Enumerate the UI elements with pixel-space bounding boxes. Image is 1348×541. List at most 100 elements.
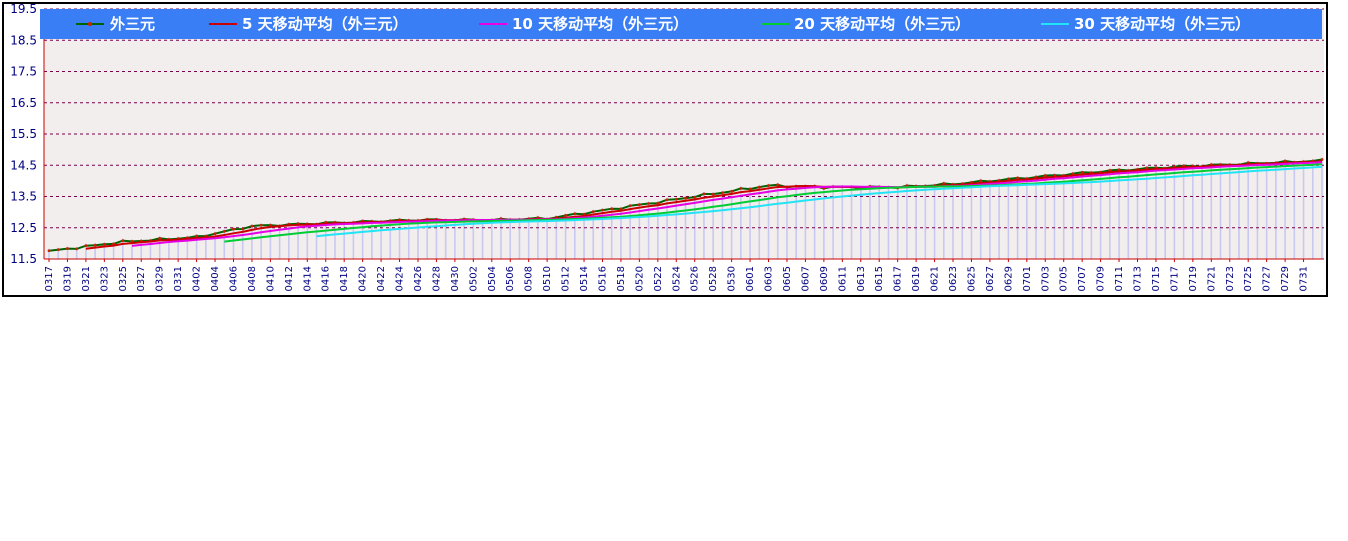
x-tick-label: 0709 [1096,266,1107,291]
legend-item-5: 30 天移动平均（外三元） [1041,15,1250,33]
x-tick-label: 0629 [1003,266,1014,291]
series-point [66,247,69,250]
series-point [767,184,770,187]
x-tick-label: 0603 [764,266,775,291]
x-tick-label: 0625 [966,266,977,291]
x-tick-label: 0703 [1040,266,1051,291]
x-tick-label: 0623 [948,266,959,291]
x-tick-label: 0615 [874,266,885,291]
series-point [47,249,51,253]
x-tick-label: 0404 [210,266,221,291]
x-tick-label: 0528 [708,266,719,291]
x-tick-label: 0627 [985,266,996,291]
series-point [158,236,162,240]
legend-label: 30 天移动平均（外三元） [1074,15,1250,33]
series-point [730,189,734,193]
series-point [720,191,724,195]
x-tick-label: 0416 [321,266,332,291]
series-point [619,207,623,211]
chart-frame: 11.5 12.5 13.5 14.5 15.5 16.5 17.5 18.5 19.5 031… [2,2,1328,297]
x-tick-label: 0426 [413,266,424,291]
x-tick-label: 0319 [62,266,73,291]
series-point [250,224,254,228]
series-point [1117,168,1121,172]
series-point [739,187,743,190]
legend-label: 20 天移动平均（外三元） [794,15,970,33]
x-tick-label: 0406 [228,266,239,291]
series-point [942,182,946,185]
legend-marker [88,22,92,26]
x-tick-label: 0601 [745,266,756,291]
series-point [213,232,217,236]
x-tick-label: 0327 [136,266,147,291]
x-tick-label: 0717 [1169,266,1180,291]
x-tick-label: 0402 [192,266,203,291]
series-line-4 [224,163,1323,243]
x-tick-label: 0725 [1243,266,1254,291]
series-line-2 [85,160,1323,250]
x-tick-label: 0414 [302,266,313,291]
x-tick-label: 0619 [911,266,922,291]
x-tick-label: 0707 [1077,266,1088,291]
x-tick-label: 0520 [634,266,645,291]
legend-bar [40,9,1322,39]
series-point [1080,170,1084,174]
series-point [1283,159,1287,163]
series-point [979,179,983,183]
x-tick-label: 0719 [1188,266,1199,291]
series-point [684,196,687,200]
y-tick-label: 11.5 [10,252,37,266]
y-tick-label: 16.5 [10,96,37,110]
x-tick-label: 0526 [690,266,701,291]
y-tick-label: 17.5 [10,65,37,79]
legend-item-1: 外三元 [76,15,155,33]
y-tick-label: 15.5 [10,127,37,141]
x-tick-label: 0410 [265,266,276,291]
x-tick-label: 0317 [44,266,55,291]
legend-item-3: 10 天移动平均（外三元） [479,15,688,33]
series-point [647,202,651,205]
x-tick-label: 0613 [856,266,867,291]
series-point [75,247,79,251]
series-point [656,201,660,205]
x-axis: 0317 0319 0321 0323 0325 0327 0329 0331 0402 0404… [44,259,1310,291]
series-point [232,227,235,231]
legend-label: 5 天移动平均（外三元） [242,15,408,33]
x-tick-label: 0430 [450,266,461,291]
series-point [748,187,752,191]
x-tick-label: 0323 [99,266,110,291]
x-tick-label: 0701 [1022,266,1033,291]
y-tick-label: 12.5 [10,221,37,235]
x-tick-label: 0329 [155,266,166,291]
y-tick-label: 19.5 [10,4,37,16]
series-point [628,204,632,208]
series-point [222,229,226,233]
series-point [757,185,761,189]
series-point [268,223,272,227]
series-point [102,242,106,246]
x-tick-label: 0715 [1151,266,1162,291]
x-tick-label: 0508 [524,266,535,291]
y-tick-label: 14.5 [10,158,37,172]
x-tick-label: 0530 [727,266,738,291]
x-tick-label: 0422 [376,266,387,291]
series-point [1043,174,1047,177]
x-tick-label: 0621 [930,266,941,291]
series-point [259,223,263,227]
series-point [776,183,780,187]
x-tick-label: 0518 [616,266,627,291]
x-tick-label: 0711 [1114,266,1125,291]
y-tick-label: 13.5 [10,190,37,204]
series-point [56,248,60,252]
x-tick-label: 0524 [671,266,682,291]
legend-label: 10 天移动平均（外三元） [512,15,688,33]
series-point [674,197,678,201]
series-point [601,208,604,212]
y-axis: 11.5 12.5 13.5 14.5 15.5 16.5 17.5 18.5 19.5 [10,4,45,266]
x-tick-label: 0325 [118,266,129,291]
series-point [591,210,595,214]
x-tick-label: 0713 [1133,266,1144,291]
x-tick-label: 0514 [579,266,590,291]
series-point [693,195,697,199]
series-lines [47,158,1324,253]
